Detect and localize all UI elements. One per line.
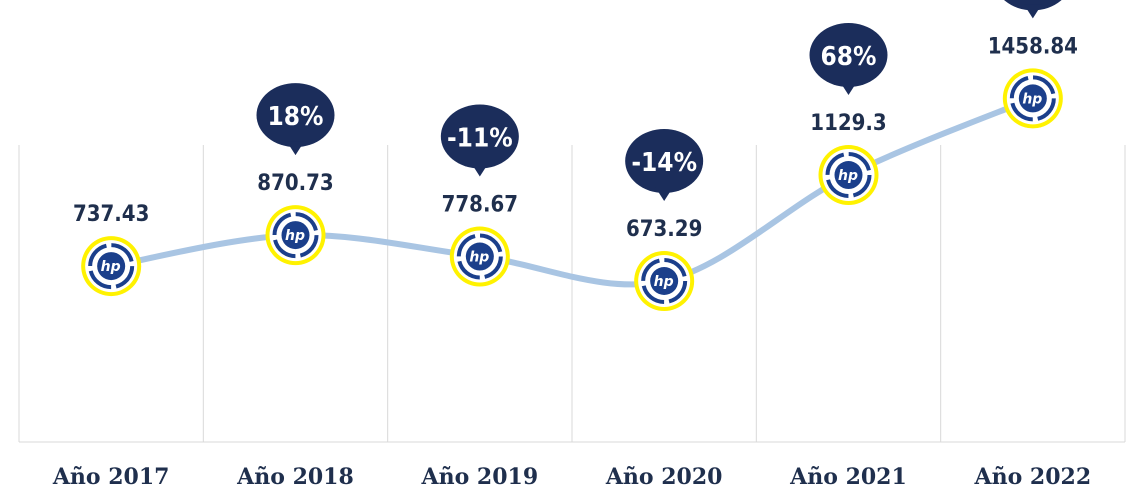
hp-logo-icon: hp [634, 251, 695, 312]
growth-bubble: 18% [256, 83, 335, 156]
value-label: 673.29 [626, 217, 702, 242]
growth-callouts: 18% -11% -14% 68% 29% [256, 0, 1062, 202]
growth-label: 18% [268, 102, 324, 132]
marker-core [1018, 84, 1047, 113]
marker-logo-text: hp [654, 274, 674, 290]
growth-bubble-shape [440, 104, 519, 169]
value-labels: 737.43 870.73 778.67 673.29 1129.3 1458.84 [73, 34, 1078, 242]
growth-label: 68% [821, 42, 877, 72]
hp-logo-icon: hp [1002, 68, 1063, 129]
growth-bubble-shape [625, 129, 704, 194]
marker-swirl [88, 243, 135, 290]
marker-core [465, 242, 494, 271]
category-labels: Año 2017 Año 2018 Año 2019 Año 2020 Año 2021… [52, 464, 1091, 490]
marker-core [97, 252, 126, 281]
marker-swirl [641, 258, 688, 305]
value-label: 1129.3 [810, 111, 886, 136]
growth-label: -14% [631, 148, 697, 178]
growth-bubble-pointer [286, 141, 305, 156]
marker-swirl [456, 233, 503, 280]
hp-logo-icon: hp [265, 205, 326, 266]
growth-bubble-shape [256, 83, 335, 148]
category-label: Año 2020 [605, 464, 723, 490]
grid [18, 145, 1126, 443]
growth-bubble: 68% [809, 23, 888, 96]
category-label: Año 2019 [421, 464, 539, 490]
growth-bubble: 29% [1004, 0, 1062, 19]
marker-logo-text: hp [285, 228, 305, 244]
category-label: Año 2021 [789, 464, 907, 490]
growth-label: -11% [447, 124, 513, 154]
value-label: 1458.84 [988, 34, 1078, 59]
category-label: Año 2018 [236, 464, 354, 490]
growth-bubble-pointer [655, 187, 674, 202]
hp-logo-icon: hp [449, 226, 510, 287]
hp-logo-icon: hp [818, 145, 879, 206]
growth-bubble: -11% [440, 104, 519, 177]
marker-core [834, 161, 863, 190]
marker-core [650, 267, 679, 296]
category-label: Año 2017 [52, 464, 170, 490]
marker-logo-text: hp [1022, 91, 1042, 107]
value-label: 778.67 [442, 193, 518, 218]
growth-bubble-pointer [470, 162, 489, 177]
data-markers: hp hp hp hp hp hp [81, 68, 1063, 312]
growth-bubble-pointer [839, 81, 858, 96]
marker-core [281, 221, 310, 250]
value-label: 737.43 [73, 202, 149, 227]
hp-logo-icon: hp [81, 236, 142, 297]
category-label: Año 2022 [974, 464, 1092, 490]
marker-logo-text: hp [469, 250, 489, 266]
marker-swirl [1009, 75, 1056, 122]
marker-logo-text: hp [101, 259, 121, 275]
marker-swirl [272, 212, 319, 259]
growth-bubble-pointer [1023, 4, 1042, 19]
marker-swirl [825, 152, 872, 199]
growth-bubble: -14% [625, 129, 704, 202]
value-label: 870.73 [257, 171, 333, 196]
growth-bubble-shape [809, 23, 888, 88]
marker-logo-text: hp [838, 168, 858, 184]
